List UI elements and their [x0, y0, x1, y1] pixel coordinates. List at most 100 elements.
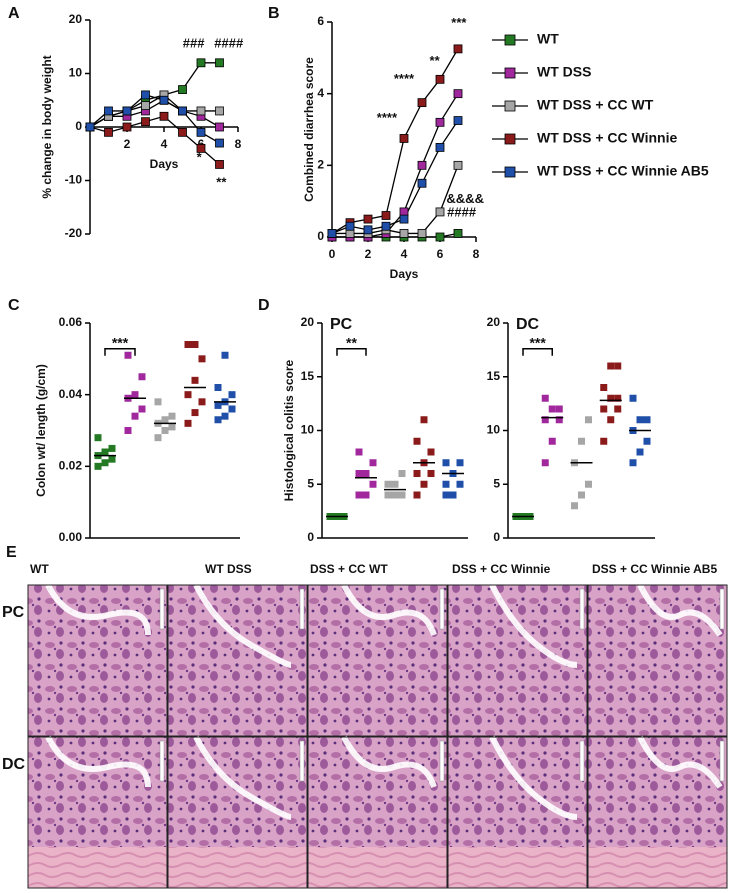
data-point — [122, 106, 132, 116]
scale-bar — [159, 588, 165, 630]
data-point — [600, 437, 608, 445]
x-tick-label: 4 — [401, 247, 408, 261]
data-point — [215, 106, 224, 116]
frame — [447, 736, 588, 889]
data-point — [420, 416, 428, 424]
lumen — [45, 583, 151, 636]
data-point — [215, 122, 224, 132]
frame — [27, 584, 168, 737]
y-tick-label: 2 — [317, 158, 324, 172]
data-point — [94, 462, 102, 470]
data-point — [221, 412, 229, 420]
data-point — [101, 459, 109, 467]
data-point — [453, 116, 463, 125]
data-point — [124, 427, 132, 434]
data-point — [548, 405, 556, 413]
data-point — [600, 405, 608, 413]
x-tick-label: 0 — [329, 247, 336, 261]
data-point — [215, 138, 224, 148]
legend-label: WT — [537, 31, 559, 47]
data-point — [108, 455, 116, 463]
data-point — [138, 405, 146, 413]
data-point — [442, 491, 450, 499]
data-point — [196, 58, 206, 68]
data-point — [435, 207, 445, 217]
data-point — [184, 341, 192, 348]
muscle-layer — [28, 847, 167, 888]
data-point — [178, 85, 187, 94]
data-point — [453, 229, 463, 238]
data-point — [85, 122, 95, 132]
y-tick-label: 0.00 — [59, 530, 83, 544]
data-point — [355, 448, 363, 456]
data-point — [362, 491, 370, 499]
annotation: **** — [377, 110, 398, 125]
scale-bar — [439, 740, 445, 782]
scale-bar — [719, 740, 725, 782]
panel-label: D — [258, 297, 270, 314]
data-point — [417, 160, 427, 170]
data-point — [198, 355, 206, 363]
x-tick-label: 6 — [437, 247, 444, 261]
lumen — [637, 735, 723, 789]
data-point — [607, 362, 615, 370]
data-point — [442, 480, 450, 488]
y-tick-label: 15 — [487, 369, 501, 383]
data-point — [435, 232, 445, 242]
data-point — [614, 394, 622, 402]
y-tick-label: 0.06 — [59, 315, 83, 329]
data-point — [555, 405, 563, 413]
data-point — [214, 416, 222, 424]
y-tick-label: 6 — [317, 14, 324, 28]
panel-label: C — [8, 297, 20, 314]
frame — [307, 584, 448, 737]
significance-label: *** — [112, 335, 129, 351]
y-tick-label: 5 — [493, 476, 500, 490]
data-point — [384, 480, 392, 488]
scale-bar — [299, 740, 305, 782]
data-point — [124, 351, 132, 359]
y-tick-label: 10 — [487, 423, 501, 437]
data-point — [555, 416, 563, 424]
panel-label: B — [268, 5, 280, 22]
column-header: DSS + CC WT — [310, 562, 388, 576]
data-point — [94, 434, 102, 442]
data-point — [191, 409, 199, 417]
data-point — [104, 106, 113, 116]
panel-label: A — [8, 5, 20, 22]
muscle-layer — [308, 847, 447, 888]
legend-label: WT DSS + CC Winnie — [537, 130, 677, 146]
data-point — [363, 225, 373, 235]
data-point — [161, 427, 169, 434]
muscle-layer — [168, 847, 307, 888]
lumen — [489, 735, 578, 820]
y-tick-label: 4 — [317, 86, 324, 100]
y-tick-label: 20 — [301, 315, 315, 329]
data-point — [399, 134, 409, 143]
annotation: **** — [394, 71, 415, 86]
data-point — [636, 416, 644, 424]
data-point — [417, 98, 427, 108]
data-point — [629, 459, 637, 467]
annotation: #### — [447, 204, 477, 219]
data-point — [398, 491, 406, 499]
legend-label: WT DSS + CC Winnie AB5 — [537, 163, 709, 179]
data-point — [369, 459, 377, 467]
data-point — [168, 412, 176, 420]
data-point — [362, 470, 370, 477]
data-point — [131, 412, 139, 420]
legend-swatch — [504, 67, 516, 79]
histology-image — [27, 583, 168, 737]
annotation: ### — [183, 36, 205, 51]
data-point — [435, 117, 445, 127]
frame — [167, 736, 308, 889]
histology-image — [587, 735, 728, 889]
data-point — [228, 405, 236, 413]
tissue — [28, 585, 167, 736]
lumen — [489, 583, 578, 668]
column-header: WT DSS — [205, 562, 252, 576]
y-tick-label: -20 — [65, 226, 83, 240]
scale-bar — [719, 588, 725, 630]
data-point — [131, 391, 139, 399]
